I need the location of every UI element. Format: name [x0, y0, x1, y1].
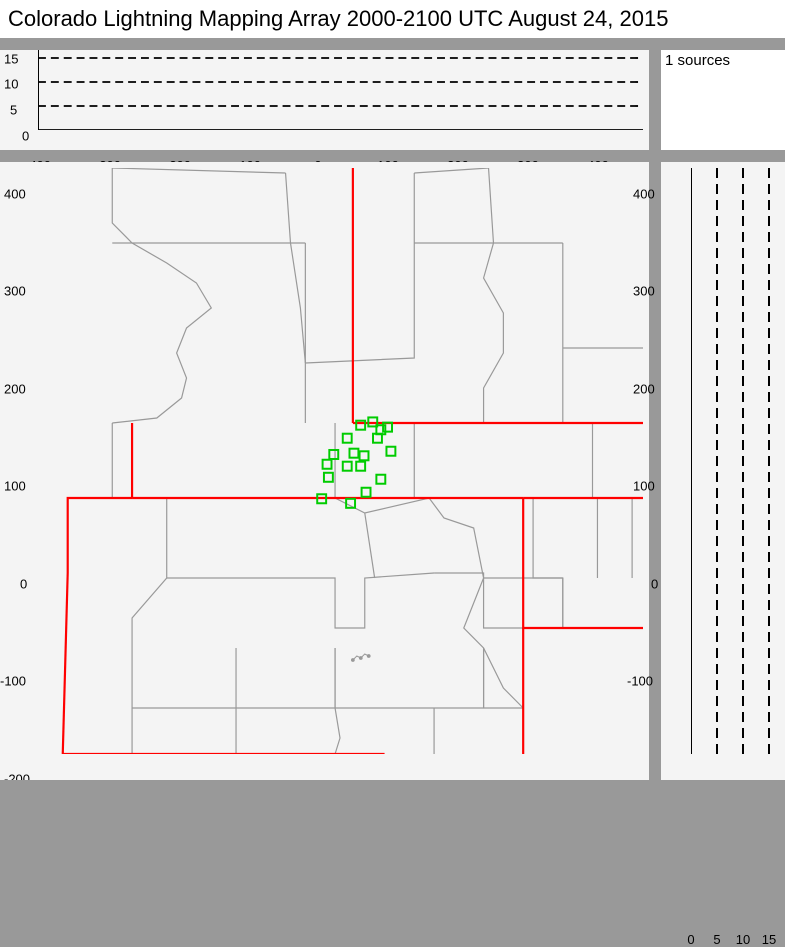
map-ytick-200: 200	[4, 382, 26, 397]
right-altitude-panel: 400 300 200 100 0 -100 0 5 10 15	[661, 162, 785, 780]
page-title: Colorado Lightning Mapping Array 2000-21…	[8, 6, 668, 32]
map-ytick-400: 400	[4, 187, 26, 202]
main-map-panel[interactable]: 400 300 200 100 0 -100 -200 -300 -400 -3…	[0, 162, 655, 780]
right-ytick-100: 100	[633, 479, 655, 494]
top-ytick-15: 15	[4, 51, 18, 66]
map-ytick--100: -100	[0, 674, 26, 689]
right-panel-plot-area	[691, 168, 779, 754]
right-ytick-300: 300	[633, 284, 655, 299]
top-timeseries-panel: 15 10 5 0 -400 -300 -200 -100 0 100 200 …	[0, 50, 655, 156]
top-panel-plot-area: 15 10 5 0	[38, 50, 643, 130]
top-ytick-0: 0	[22, 129, 29, 144]
map-ytick--200: -200	[4, 772, 30, 781]
right-panel-bg	[691, 168, 779, 754]
top-ytick-5: 5	[10, 103, 17, 118]
right-ytick--100: -100	[627, 674, 653, 689]
sources-panel: 1 sources	[661, 50, 785, 156]
right-xtick-0: 0	[687, 932, 694, 947]
sources-label: 1 sources	[665, 52, 730, 69]
map-ytick-300: 300	[4, 284, 26, 299]
title-bar: Colorado Lightning Mapping Array 2000-21…	[0, 0, 785, 44]
right-ytick-0: 0	[651, 577, 658, 592]
right-xtick-15: 15	[762, 932, 776, 947]
right-xtick-5: 5	[713, 932, 720, 947]
main-map-plot-area[interactable]	[38, 168, 643, 754]
map-ytick-100: 100	[4, 479, 26, 494]
right-xtick-10: 10	[736, 932, 750, 947]
right-ytick-200: 200	[633, 382, 655, 397]
map-ytick-0: 0	[20, 577, 27, 592]
map-background	[38, 168, 643, 754]
right-ytick-400: 400	[633, 187, 655, 202]
top-ytick-10: 10	[4, 77, 18, 92]
